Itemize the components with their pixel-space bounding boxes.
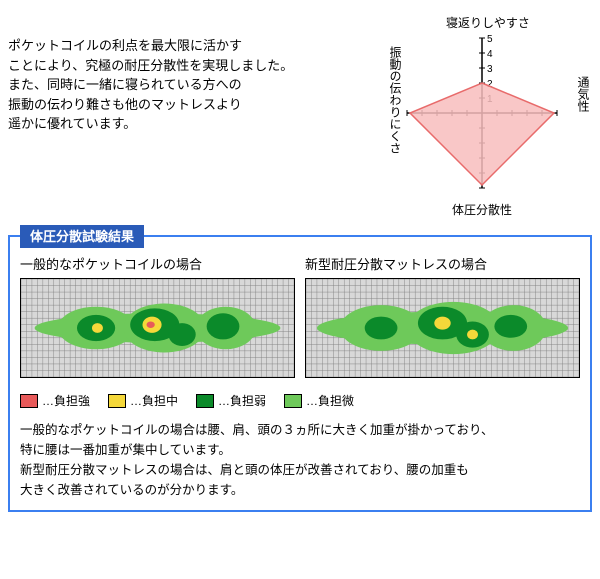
legend-swatch <box>284 394 302 408</box>
heatmap-right-title: 新型耐圧分散マットレスの場合 <box>305 255 580 275</box>
explain-line: 新型耐圧分散マットレスの場合は、肩と頭の体圧が改善されており、腰の加重も <box>20 463 469 477</box>
explain-line: 大きく改善されているのが分かります。 <box>20 483 243 497</box>
svg-text:3: 3 <box>487 64 493 75</box>
heatmap-left: 一般的なポケットコイルの場合 <box>20 255 295 379</box>
explanation: 一般的なポケットコイルの場合は腰、肩、頭の３ヵ所に大きく加重が掛かっており、 特… <box>20 420 580 500</box>
axis-label-right: 通気性 <box>574 76 592 112</box>
radar-chart: 12345 寝返りしやすさ 通気性 体圧分散性 振動の伝わりにくさ <box>372 16 592 217</box>
explain-line: 特に腰は一番加重が集中しています。 <box>20 443 231 457</box>
heatmap-right-svg <box>305 278 580 378</box>
legend-swatch <box>108 394 126 408</box>
panel-body: 一般的なポケットコイルの場合 新型耐圧分散マットレスの場合 …負担強…負担中…負… <box>10 237 590 511</box>
heatmap-right: 新型耐圧分散マットレスの場合 <box>305 255 580 379</box>
intro-text: ポケットコイルの利点を最大限に活かす ことにより、究極の耐圧分散性を実現しました… <box>8 16 372 217</box>
axis-label-top: 寝返りしやすさ <box>446 14 530 32</box>
legend-label: …負担微 <box>306 392 354 410</box>
intro-line: また、同時に一緒に寝られている方への <box>8 77 242 92</box>
legend-swatch <box>196 394 214 408</box>
intro-line: 遥かに優れています。 <box>8 116 136 131</box>
panel-title: 体圧分散試験結果 <box>20 225 144 249</box>
legend: …負担強 …負担中 …負担弱 …負担微 <box>20 392 580 410</box>
results-panel: 体圧分散試験結果 一般的なポケットコイルの場合 新型耐圧分散マットレスの場合 …… <box>8 235 592 513</box>
legend-item: …負担中 <box>108 392 178 410</box>
radar-svg: 12345 <box>372 16 592 211</box>
legend-label: …負担中 <box>130 392 178 410</box>
legend-item: …負担微 <box>284 392 354 410</box>
legend-item: …負担弱 <box>196 392 266 410</box>
heatmap-row: 一般的なポケットコイルの場合 新型耐圧分散マットレスの場合 <box>20 255 580 379</box>
legend-item: …負担強 <box>20 392 90 410</box>
intro-line: ことにより、究極の耐圧分散性を実現しました。 <box>8 58 293 73</box>
intro-line: 振動の伝わり難さも他のマットレスより <box>8 97 242 112</box>
legend-label: …負担強 <box>42 392 90 410</box>
heatmap-left-title: 一般的なポケットコイルの場合 <box>20 255 295 275</box>
svg-text:5: 5 <box>487 34 493 45</box>
svg-text:4: 4 <box>487 49 493 60</box>
heatmap-left-svg <box>20 278 295 378</box>
legend-swatch <box>20 394 38 408</box>
explain-line: 一般的なポケットコイルの場合は腰、肩、頭の３ヵ所に大きく加重が掛かっており、 <box>20 423 494 437</box>
intro-line: ポケットコイルの利点を最大限に活かす <box>8 38 242 53</box>
axis-label-left: 振動の伝わりにくさ <box>386 46 404 154</box>
legend-label: …負担弱 <box>218 392 266 410</box>
top-row: ポケットコイルの利点を最大限に活かす ことにより、究極の耐圧分散性を実現しました… <box>0 0 600 225</box>
axis-label-bottom: 体圧分散性 <box>452 201 512 219</box>
